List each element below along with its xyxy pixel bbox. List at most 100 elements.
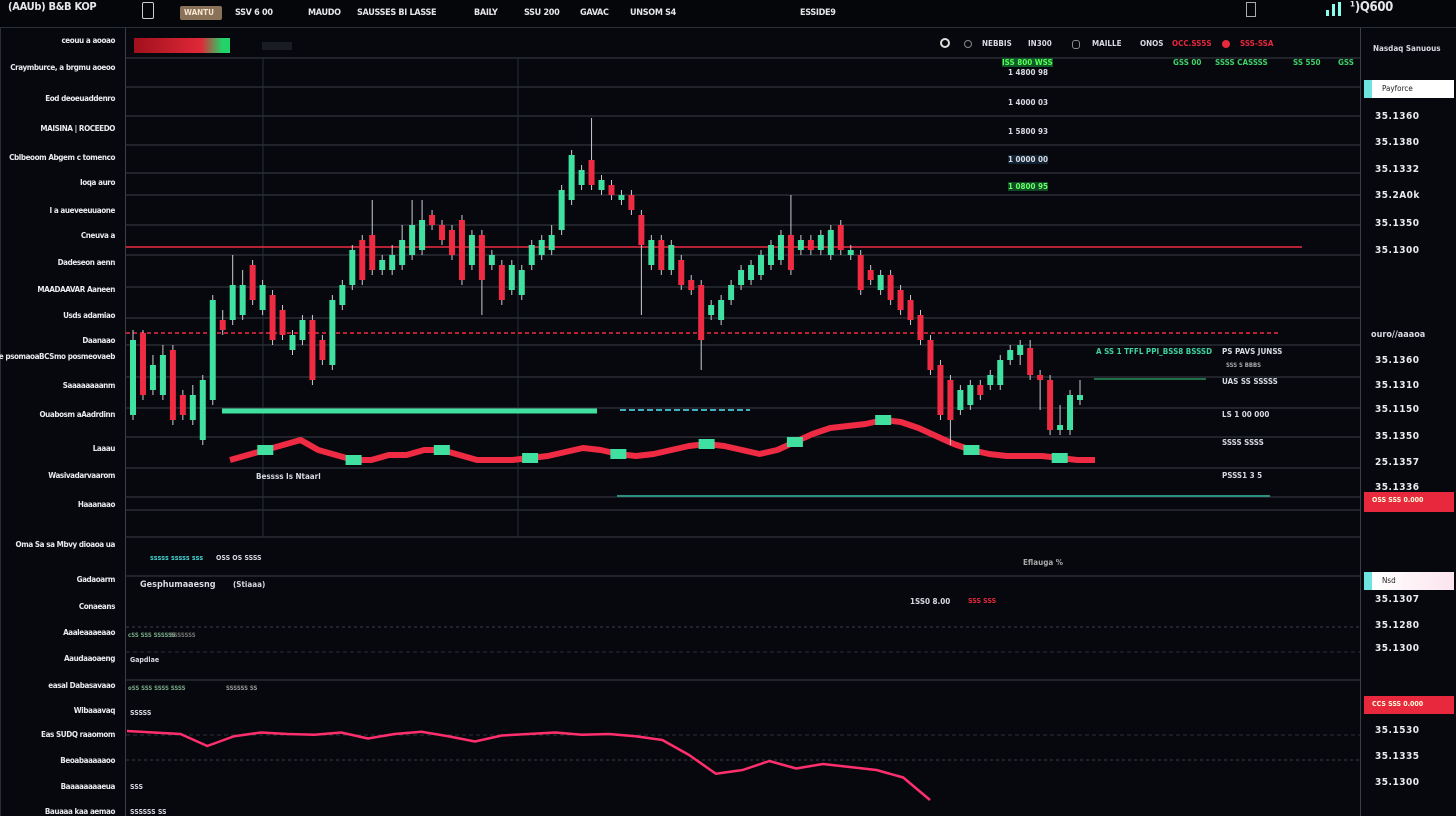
top-bar: (AAUb) B&B KOP WANTU SSV 6 00 MAUDO SAUS… bbox=[0, 0, 1456, 28]
candle-body bbox=[159, 355, 166, 395]
candle-body bbox=[508, 265, 515, 290]
candle-body bbox=[937, 365, 944, 415]
indicator-price-box[interactable]: CCS SSS 0.000 bbox=[1364, 696, 1454, 714]
row-label: Cblbeoom Abgem c tomenco bbox=[9, 153, 115, 162]
axis-value: 35.1360 bbox=[1375, 355, 1420, 366]
axis-value: 35.2A0k bbox=[1375, 190, 1420, 201]
search-icon[interactable] bbox=[940, 38, 950, 48]
tab-4[interactable]: BAILY bbox=[474, 8, 498, 18]
axis-value: 35.1335 bbox=[1375, 751, 1420, 762]
axis-value: 35.1300 bbox=[1375, 245, 1420, 256]
band-segment bbox=[698, 439, 715, 449]
row-label: Craymburce, a brgmu aoeoo bbox=[10, 63, 115, 72]
info-icon[interactable] bbox=[1072, 40, 1080, 49]
row-label: Dadeseon aenn bbox=[57, 258, 116, 267]
candle-body bbox=[219, 320, 226, 330]
phone-icon[interactable] bbox=[1246, 2, 1256, 17]
axis-value: 35.1307 bbox=[1375, 594, 1420, 605]
candle-body bbox=[777, 235, 784, 260]
candle-body bbox=[987, 375, 994, 385]
candle-body bbox=[1057, 425, 1064, 430]
price-axis[interactable]: Nasdaq Sanuous Payforce 35.1360 35.1380 … bbox=[1360, 28, 1456, 816]
candle-body bbox=[249, 265, 256, 300]
green-right-label: SS 550 bbox=[1293, 58, 1321, 67]
candle-body bbox=[688, 280, 695, 290]
row-label: easal Dabasavaao bbox=[48, 681, 115, 690]
candle-body bbox=[728, 285, 735, 300]
candle-body bbox=[758, 255, 765, 275]
settings-icon[interactable] bbox=[964, 40, 972, 48]
symbol-box[interactable]: Payforce bbox=[1364, 80, 1454, 98]
row-label: Wibaaavaq bbox=[73, 706, 116, 715]
row-label: ceouu a aooao bbox=[61, 36, 115, 45]
lower-label: SSS bbox=[130, 783, 143, 791]
axis-value: 35.1150 bbox=[1375, 404, 1420, 415]
document-icon[interactable] bbox=[142, 2, 154, 19]
row-label: MAADAAVAR Aaneen bbox=[37, 285, 115, 294]
band-segment bbox=[610, 449, 627, 459]
stack-label: 1 0000 00 bbox=[1008, 155, 1049, 164]
lower-label: sssss sssss sss bbox=[150, 554, 204, 562]
candle-body bbox=[269, 295, 276, 340]
row-label: Oma Sa sa Mbvy dioaoa ua bbox=[15, 540, 116, 549]
candle-body bbox=[359, 240, 366, 280]
candle-body bbox=[429, 215, 436, 225]
lower-label: (Stiaaa) bbox=[233, 580, 266, 589]
lower-value-red: SSS SSS bbox=[968, 597, 997, 605]
tab-6[interactable]: GAVAC bbox=[580, 8, 609, 18]
green-right-label: GSS 00 bbox=[1173, 58, 1202, 67]
axis-value: 35.1336 bbox=[1375, 482, 1420, 493]
candle-body bbox=[857, 255, 864, 290]
toolbar-item-1[interactable]: NEBBIS bbox=[982, 39, 1012, 48]
tab-1[interactable]: SSV 6 00 bbox=[235, 8, 273, 18]
candle-body bbox=[837, 225, 844, 250]
indicator-line bbox=[126, 729, 931, 801]
lower-label: SSSSS bbox=[130, 709, 152, 717]
toolbar-red-item-1[interactable]: OCC.SS5S bbox=[1172, 39, 1212, 48]
candle-body bbox=[608, 185, 615, 195]
tab-5[interactable]: SSU 200 bbox=[524, 8, 560, 18]
left-label-column: ceouu a aooao Craymburce, a brgmu aoeoo Eo… bbox=[0, 28, 126, 816]
row-label: Usds adamiao bbox=[63, 311, 115, 320]
lower-label: oSS SSS SSSS SSSS bbox=[128, 685, 186, 692]
candle-body bbox=[130, 340, 136, 415]
toolbar-red-item-2[interactable]: SSS-SSA bbox=[1240, 39, 1274, 48]
side-label: UAS SS SSSSS bbox=[1222, 377, 1278, 386]
toolbar-item-4[interactable]: ONOS bbox=[1140, 39, 1164, 48]
band-segment bbox=[345, 455, 362, 465]
row-label: MAISINA | ROCEEDO bbox=[40, 124, 115, 133]
candle-body bbox=[648, 240, 655, 265]
tab-7[interactable]: UNSOM S4 bbox=[630, 8, 677, 18]
lower-label: OSS OS SSSS bbox=[216, 554, 262, 562]
tab-2[interactable]: MAUDO bbox=[308, 8, 341, 18]
row-label: Eas SUDQ raaomom bbox=[41, 730, 115, 739]
row-label: Daanaao bbox=[82, 336, 115, 345]
green-label: ISS 800 WSS bbox=[1002, 58, 1053, 67]
row-label: Cneuva a bbox=[80, 231, 116, 240]
band-segment bbox=[1051, 453, 1068, 463]
candle-body bbox=[698, 285, 705, 340]
lower-label: cSS SSS SSSSSS bbox=[128, 632, 176, 639]
candle-body bbox=[767, 245, 774, 265]
row-label: Haaanaao bbox=[77, 500, 116, 509]
candle-body bbox=[349, 250, 356, 285]
toolbar-item-3[interactable]: MAILLE bbox=[1092, 39, 1122, 48]
candle-body bbox=[897, 290, 904, 310]
candle-body bbox=[209, 300, 216, 400]
axis-value: 35.1310 bbox=[1375, 380, 1420, 391]
axis-value: 25.1357 bbox=[1375, 457, 1420, 468]
row-label: Baaaaaaaaeua bbox=[60, 782, 116, 791]
row-label: Aaudaaoaeng bbox=[64, 654, 115, 663]
candle-body bbox=[179, 395, 186, 415]
symbol-box[interactable]: Nsd bbox=[1364, 572, 1454, 590]
candle-body bbox=[797, 240, 804, 250]
tab-3[interactable]: SAUSSES BI LASSE bbox=[357, 8, 437, 18]
tab-active[interactable]: WANTU bbox=[180, 6, 222, 20]
candle-body bbox=[329, 300, 336, 365]
axis-value: 35.1280 bbox=[1375, 620, 1420, 631]
current-price-box[interactable]: OSS SSS 0.000 bbox=[1364, 492, 1454, 512]
record-icon[interactable] bbox=[1222, 40, 1230, 48]
lower-label: Gapdlae bbox=[130, 656, 160, 664]
toolbar-item-2[interactable]: IN300 bbox=[1028, 39, 1052, 48]
